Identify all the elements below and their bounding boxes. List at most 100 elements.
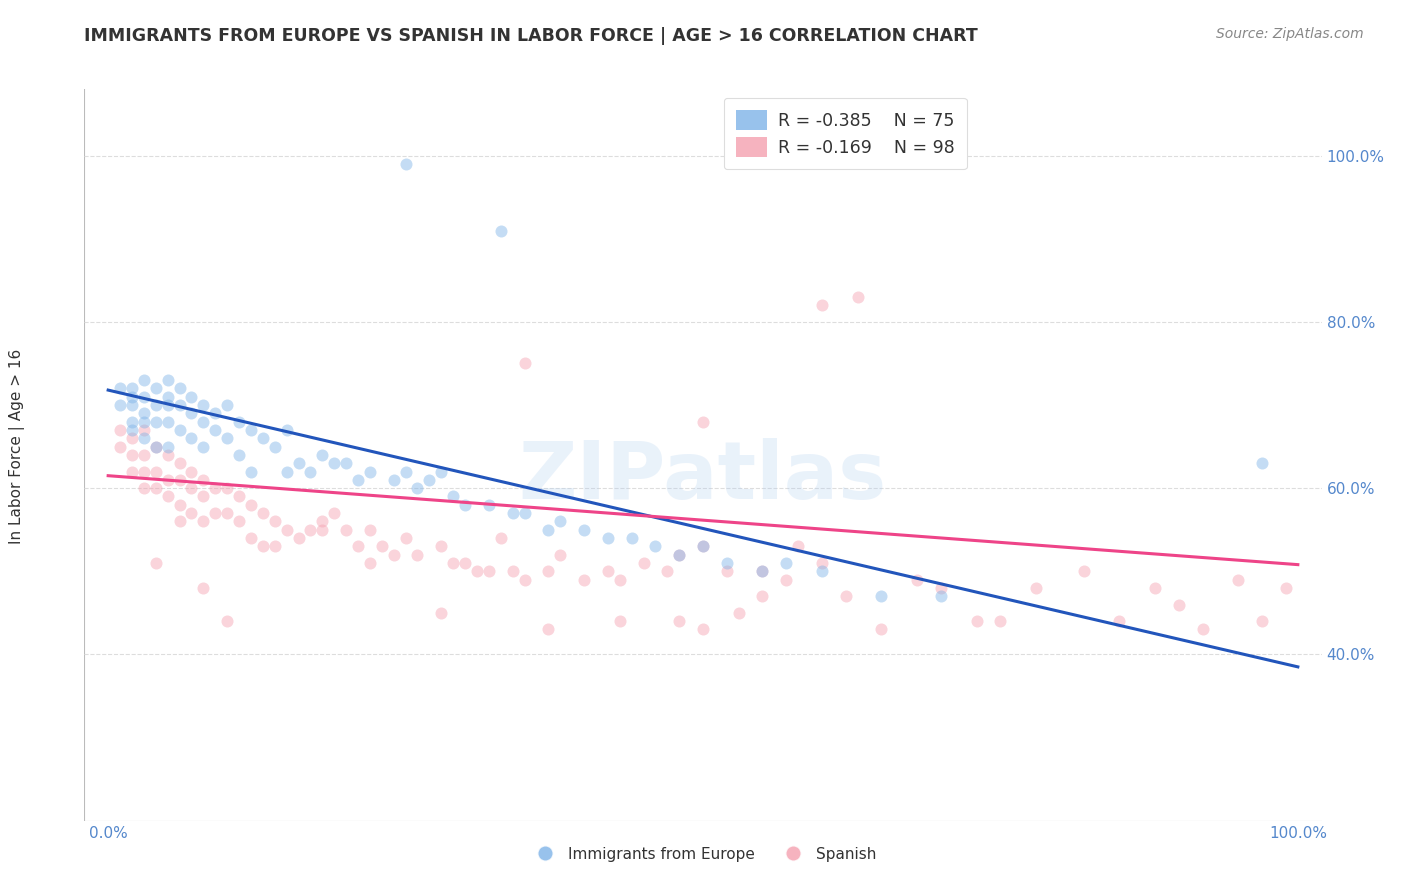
Point	[156, 473, 179, 487]
Text: ZIPatlas: ZIPatlas	[519, 438, 887, 516]
Point	[132, 390, 155, 404]
Point	[145, 440, 167, 454]
Point	[156, 415, 179, 429]
Point	[132, 415, 155, 429]
Point	[1227, 573, 1250, 587]
Point	[1167, 598, 1189, 612]
Point	[132, 448, 155, 462]
Point	[323, 506, 346, 520]
Point	[1144, 581, 1167, 595]
Point	[1025, 581, 1047, 595]
Point	[239, 423, 262, 437]
Point	[846, 290, 869, 304]
Point	[716, 556, 738, 570]
Point	[620, 531, 643, 545]
Point	[596, 564, 619, 578]
Point	[751, 564, 773, 578]
Point	[478, 564, 501, 578]
Point	[239, 531, 262, 545]
Point	[193, 398, 215, 412]
Point	[121, 431, 143, 445]
Point	[644, 539, 666, 553]
Point	[193, 490, 215, 504]
Point	[145, 465, 167, 479]
Point	[228, 515, 250, 529]
Point	[513, 573, 536, 587]
Point	[489, 223, 512, 237]
Point	[228, 490, 250, 504]
Point	[299, 465, 322, 479]
Point	[454, 498, 477, 512]
Point	[121, 398, 143, 412]
Point	[108, 398, 131, 412]
Point	[204, 423, 226, 437]
Point	[382, 473, 405, 487]
Point	[108, 423, 131, 437]
Point	[239, 498, 262, 512]
Point	[596, 531, 619, 545]
Point	[727, 606, 749, 620]
Point	[145, 481, 167, 495]
Point	[502, 564, 524, 578]
Point	[394, 157, 416, 171]
Point	[1275, 581, 1298, 595]
Point	[311, 448, 333, 462]
Text: Source: ZipAtlas.com: Source: ZipAtlas.com	[1216, 27, 1364, 41]
Point	[132, 406, 155, 420]
Point	[692, 539, 714, 553]
Point	[121, 415, 143, 429]
Point	[502, 506, 524, 520]
Point	[489, 531, 512, 545]
Point	[406, 548, 429, 562]
Point	[430, 606, 453, 620]
Point	[132, 481, 155, 495]
Point	[990, 614, 1012, 628]
Point	[513, 506, 536, 520]
Point	[966, 614, 988, 628]
Point	[287, 456, 309, 470]
Point	[145, 398, 167, 412]
Point	[169, 423, 191, 437]
Point	[609, 614, 631, 628]
Text: In Labor Force | Age > 16: In Labor Force | Age > 16	[8, 349, 25, 543]
Point	[537, 623, 560, 637]
Point	[156, 448, 179, 462]
Point	[263, 515, 285, 529]
Point	[132, 423, 155, 437]
Point	[204, 506, 226, 520]
Point	[169, 498, 191, 512]
Point	[418, 473, 440, 487]
Point	[465, 564, 488, 578]
Point	[156, 373, 179, 387]
Point	[169, 398, 191, 412]
Point	[657, 564, 679, 578]
Point	[217, 481, 239, 495]
Point	[359, 523, 381, 537]
Point	[394, 531, 416, 545]
Point	[145, 415, 167, 429]
Point	[228, 448, 250, 462]
Point	[228, 415, 250, 429]
Point	[787, 539, 810, 553]
Point	[1108, 614, 1130, 628]
Point	[169, 456, 191, 470]
Point	[217, 431, 239, 445]
Point	[668, 548, 690, 562]
Legend: Immigrants from Europe, Spanish: Immigrants from Europe, Spanish	[523, 840, 883, 868]
Point	[145, 440, 167, 454]
Point	[204, 406, 226, 420]
Point	[217, 506, 239, 520]
Point	[121, 381, 143, 395]
Point	[299, 523, 322, 537]
Point	[870, 623, 893, 637]
Point	[169, 473, 191, 487]
Point	[692, 415, 714, 429]
Point	[239, 465, 262, 479]
Point	[121, 448, 143, 462]
Point	[929, 581, 952, 595]
Point	[252, 506, 274, 520]
Point	[180, 406, 202, 420]
Point	[775, 573, 797, 587]
Point	[359, 465, 381, 479]
Point	[145, 381, 167, 395]
